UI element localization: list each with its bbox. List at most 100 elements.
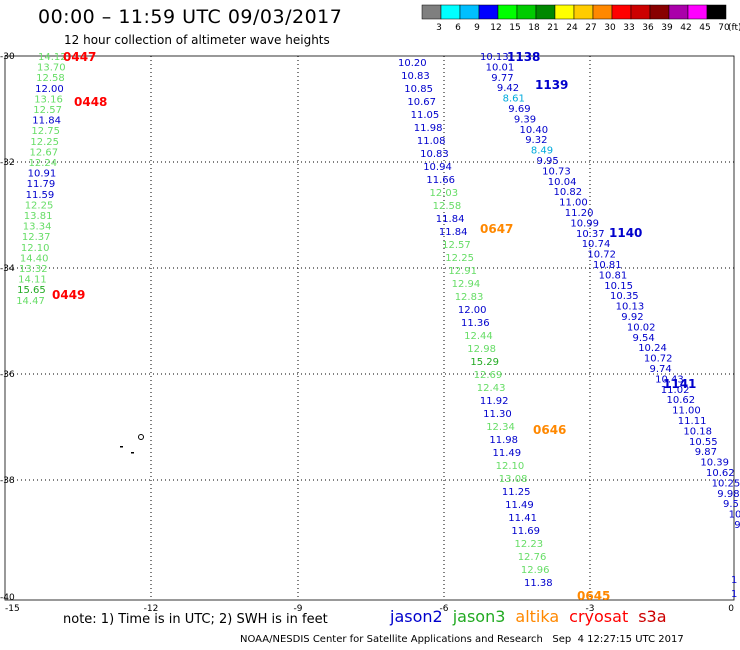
swh-value-label: 12.75 xyxy=(31,126,60,137)
colorbar-label: 12 xyxy=(490,23,501,33)
pass-time-label: 0448 xyxy=(74,95,107,109)
longitude-tick-label: -9 xyxy=(294,604,303,614)
colorbar-label: 39 xyxy=(661,23,673,33)
longitude-tick-label: 0 xyxy=(728,604,734,614)
swh-value-label: 11.08 xyxy=(417,136,446,147)
pass-time-label: 0449 xyxy=(52,288,85,302)
page-title: 00:00 – 11:59 UTC 09/03/2017 xyxy=(38,6,343,28)
swh-value-label: 9.39 xyxy=(514,114,536,125)
satellite-legend: jason2 jason3 altika cryosat s3a xyxy=(390,607,677,626)
latitude-tick-label: -32 xyxy=(0,158,15,168)
pass-time-label: 1139 xyxy=(535,78,568,92)
swh-value-label: 11.05 xyxy=(411,110,440,121)
swh-value-label: 11.00 xyxy=(559,198,588,209)
swh-value-label: 14.12 xyxy=(38,52,67,63)
swh-value-label: 12.25 xyxy=(25,200,54,211)
swh-value-label: 10.81 xyxy=(593,260,622,271)
swh-value-label: 11.59 xyxy=(26,190,55,201)
swh-value-label: 10.25 xyxy=(712,478,740,489)
swh-value-label: 10.35 xyxy=(610,291,639,302)
swh-value-label: 11.11 xyxy=(678,416,707,427)
swh-value-label: 9.54 xyxy=(633,333,655,344)
swh-value-label: 13.32 xyxy=(19,264,48,275)
swh-value-label: 9.74 xyxy=(650,364,672,375)
swh-value-label: 11.92 xyxy=(480,396,509,407)
swh-value-label: 10.73 xyxy=(542,166,571,177)
swh-value-label: 11.69 xyxy=(511,526,540,537)
swh-value-label: 12.83 xyxy=(455,292,484,303)
swh-value-label: 14.11 xyxy=(18,275,47,286)
colorbar-swatch xyxy=(706,4,727,20)
legend-jason3: jason3 xyxy=(452,607,506,626)
swh-value-label: 10.24 xyxy=(638,343,667,354)
swh-value-label: 10.01 xyxy=(486,62,515,73)
swh-value-label: 10.13 xyxy=(480,52,509,63)
legend-cryosat: cryosat xyxy=(569,607,629,626)
colorbar-label: 21 xyxy=(547,23,558,33)
swh-value-label: 10.72 xyxy=(587,250,616,261)
swh-value-label: 10.72 xyxy=(644,354,673,365)
legend-s3a: s3a xyxy=(638,607,667,626)
swh-value-label: 10.82 xyxy=(554,187,583,198)
legend-altika: altika xyxy=(515,607,560,626)
pass-time-label: 1140 xyxy=(609,226,642,240)
swh-value-label: 10.85 xyxy=(404,84,433,95)
swh-value-label: 12.10 xyxy=(21,243,50,254)
swh-value-label: 13.81 xyxy=(24,211,53,222)
swh-value-label: 12.96 xyxy=(521,565,550,576)
swh-value-label: 12.69 xyxy=(474,370,503,381)
swh-value-label: 11.98 xyxy=(489,435,518,446)
swh-value-label: 10.91 xyxy=(28,169,57,180)
swh-value-label: 11.20 xyxy=(565,208,594,219)
swh-value-label: 9.42 xyxy=(497,83,519,94)
colorbar-label: 36 xyxy=(642,23,654,33)
swh-value-label: 14.47 xyxy=(16,296,45,307)
colorbar-label: 18 xyxy=(528,23,540,33)
swh-value-label: 11.66 xyxy=(426,175,455,186)
swh-value-label: 14.40 xyxy=(20,253,49,264)
swh-value-label: 11.84 xyxy=(32,116,61,127)
track-left: 14.1213.7012.5812.0013.1612.5711.8412.75… xyxy=(16,52,66,307)
swh-value-label: 11.38 xyxy=(524,578,553,589)
swh-value-label: 10.37 xyxy=(576,229,605,240)
colorbar-label: 30 xyxy=(604,23,616,33)
swh-value-label: 10.62 xyxy=(667,395,696,406)
swh-value-label: 10.62 xyxy=(706,468,735,479)
longitude-tick-label: -15 xyxy=(5,604,20,614)
longitude-tick-label: -6 xyxy=(440,604,449,614)
swh-value-label: 10.20 xyxy=(398,58,427,69)
swh-value-label: 12.58 xyxy=(36,73,65,84)
swh-value-label: 10.74 xyxy=(582,239,611,250)
swh-value-label: 10.83 xyxy=(420,149,449,160)
swh-value-label: 11.41 xyxy=(508,513,537,524)
legend-jason2: jason2 xyxy=(390,607,443,626)
swh-value-label: 9.2 xyxy=(734,520,740,531)
swh-value-label: 10.18 xyxy=(683,426,712,437)
colorbar-label: 33 xyxy=(623,23,634,33)
swh-value-label: 9.77 xyxy=(491,73,513,84)
swh-value-label: 12.44 xyxy=(464,331,493,342)
swh-value-label: 11.79 xyxy=(27,179,56,190)
swh-value-label: 15.65 xyxy=(17,285,46,296)
colorbar-label: 45 xyxy=(699,23,710,33)
swh-value-label: 10.83 xyxy=(401,71,430,82)
colorbar-label: 6 xyxy=(455,23,461,33)
swh-value-label: 12.10 xyxy=(496,461,525,472)
swh-value-label: 9.98 xyxy=(717,489,739,500)
swh-value-label: 12.43 xyxy=(477,383,506,394)
swh-value-label: 1 xyxy=(731,589,737,600)
swh-value-label: 10.39 xyxy=(700,458,729,469)
swh-value-label: 8.61 xyxy=(503,94,525,105)
swh-value-label: 12.57 xyxy=(442,240,471,251)
swh-value-label: 11.49 xyxy=(505,500,534,511)
swh-value-label: 12.94 xyxy=(452,279,481,290)
swh-value-label: 11.36 xyxy=(461,318,490,329)
pass-time-label: 0646 xyxy=(533,423,566,437)
swh-value-label: 10.04 xyxy=(548,177,577,188)
swh-value-label: 9.95 xyxy=(537,156,559,167)
swh-value-label: 11.84 xyxy=(439,227,468,238)
colorbar-label: 3 xyxy=(436,23,442,33)
swh-value-label: 10.13 xyxy=(616,302,645,313)
